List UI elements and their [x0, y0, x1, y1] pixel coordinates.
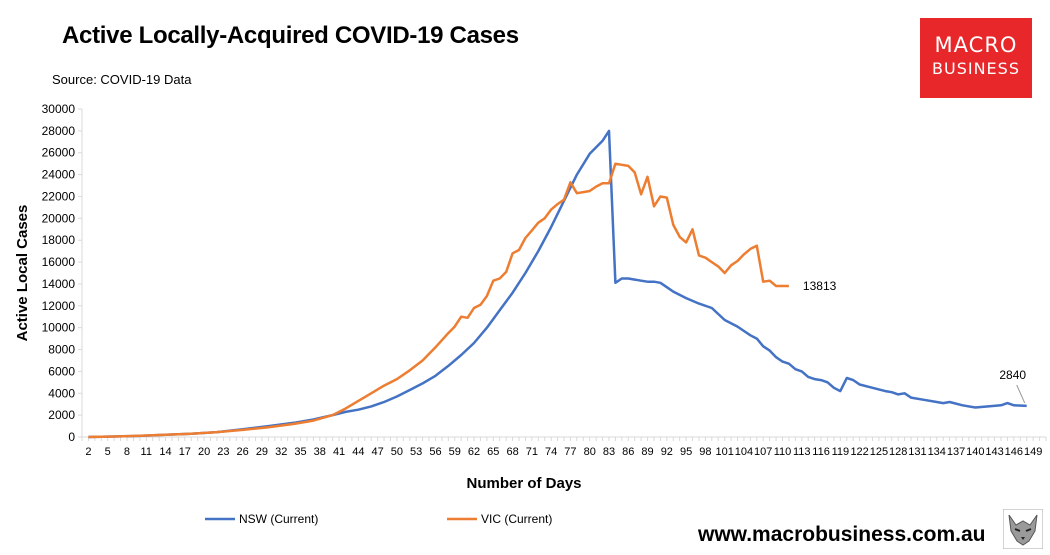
x-tick-label: 65 — [487, 446, 499, 458]
y-tick-label: 16000 — [42, 255, 76, 269]
x-tick-label: 107 — [754, 446, 772, 458]
y-tick-label: 26000 — [42, 146, 76, 160]
series-line-nsw — [88, 129, 1027, 439]
x-tick-label: 98 — [699, 446, 711, 458]
x-tick-label: 32 — [275, 446, 287, 458]
x-tick-label: 131 — [908, 446, 926, 458]
x-tick-label: 62 — [468, 446, 480, 458]
x-tick-label: 35 — [294, 446, 306, 458]
x-tick-label: 56 — [429, 446, 441, 458]
x-tick-label: 11 — [141, 446, 152, 458]
y-tick-label: 28000 — [42, 124, 76, 138]
logo-line-2: BUSINESS — [932, 59, 1020, 78]
y-tick-label: 10000 — [42, 321, 76, 335]
x-tick-label: 95 — [680, 446, 692, 458]
x-tick-label: 113 — [793, 446, 811, 458]
y-tick-label: 30000 — [42, 102, 76, 116]
y-tick-label: 8000 — [48, 343, 75, 357]
x-tick-label: 128 — [889, 446, 907, 458]
macrobusiness-logo: MACRO BUSINESS — [920, 18, 1032, 98]
x-tick-label: 53 — [410, 446, 422, 458]
x-tick-label: 134 — [928, 446, 946, 458]
series-line-vic — [88, 162, 789, 439]
y-tick-label: 0 — [68, 430, 75, 444]
x-tick-label: 17 — [179, 446, 191, 458]
x-tick-label: 92 — [661, 446, 673, 458]
logo-line-1: MACRO — [934, 33, 1018, 57]
x-tick-label: 20 — [198, 446, 210, 458]
website-url: www.macrobusiness.com.au — [698, 523, 986, 546]
y-tick-label: 14000 — [42, 277, 76, 291]
y-axis-title: Active Local Cases — [14, 205, 31, 342]
x-tick-label: 83 — [603, 446, 615, 458]
x-tick-label: 5 — [105, 446, 111, 458]
wolf-icon — [1003, 509, 1043, 549]
y-tick-label: 6000 — [48, 364, 75, 378]
x-tick-label: 122 — [850, 446, 868, 458]
x-tick-label: 77 — [564, 446, 576, 458]
x-tick-label: 86 — [622, 446, 634, 458]
x-tick-label: 137 — [947, 446, 965, 458]
x-tick-label: 47 — [372, 446, 384, 458]
x-tick-label: 50 — [391, 446, 403, 458]
x-tick-label: 140 — [966, 446, 984, 458]
annotation-leader-line — [1016, 384, 1026, 404]
chart-title: Active Locally-Acquired COVID-19 Cases — [62, 22, 519, 49]
x-tick-label: 71 — [526, 446, 538, 458]
x-tick-label: 89 — [641, 446, 653, 458]
x-tick-label: 116 — [812, 446, 830, 458]
x-tick-label: 44 — [352, 446, 364, 458]
x-tick-label: 125 — [870, 446, 888, 458]
x-tick-label: 104 — [735, 446, 753, 458]
x-tick-label: 26 — [237, 446, 249, 458]
legend-label-nsw: NSW (Current) — [239, 512, 318, 526]
x-tick-label: 8 — [124, 446, 130, 458]
annotation-nsw-last: 2840 — [999, 368, 1026, 382]
y-tick-label: 4000 — [48, 386, 75, 400]
x-tick-label: 101 — [715, 446, 733, 458]
x-tick-label: 74 — [545, 446, 557, 458]
y-tick-label: 24000 — [42, 168, 76, 182]
x-tick-label: 143 — [985, 446, 1003, 458]
x-tick-label: 68 — [506, 446, 518, 458]
x-tick-label: 23 — [217, 446, 229, 458]
y-tick-label: 22000 — [42, 189, 76, 203]
y-tick-label: 2000 — [48, 408, 75, 422]
x-tick-label: 110 — [774, 446, 792, 458]
y-tick-label: 18000 — [42, 233, 76, 247]
legend-label-vic: VIC (Current) — [481, 512, 552, 526]
x-axis-title: Number of Days — [466, 475, 581, 492]
annotation-vic-last: 13813 — [803, 279, 837, 293]
x-tick-label: 149 — [1024, 446, 1042, 458]
x-tick-label: 119 — [832, 446, 850, 458]
x-tick-label: 80 — [584, 446, 596, 458]
x-tick-label: 2 — [85, 446, 91, 458]
source-note: Source: COVID-19 Data — [52, 72, 192, 87]
x-tick-label: 29 — [256, 446, 268, 458]
x-tick-label: 14 — [159, 446, 171, 458]
x-tick-label: 146 — [1005, 446, 1023, 458]
x-tick-label: 59 — [449, 446, 461, 458]
x-tick-label: 38 — [314, 446, 326, 458]
y-tick-label: 12000 — [42, 299, 76, 313]
x-tick-label: 41 — [333, 446, 345, 458]
y-tick-label: 20000 — [42, 211, 76, 225]
